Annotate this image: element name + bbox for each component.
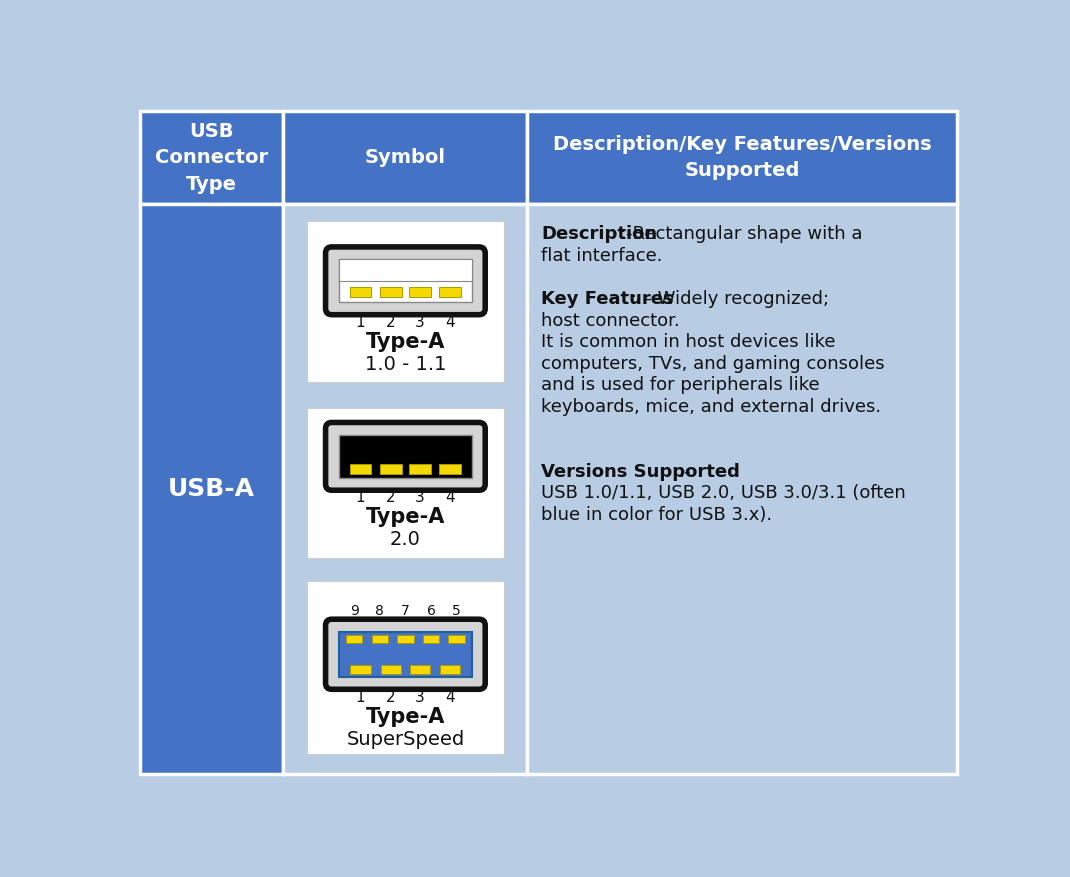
Text: Key Features: Key Features [541,290,674,308]
Bar [339,435,472,478]
Bar [410,665,430,674]
Text: Description/Key Features/Versions
Supported: Description/Key Features/Versions Suppor… [553,135,932,181]
Bar [440,665,460,674]
Bar [381,665,401,674]
Bar [307,221,504,382]
Text: 1.0 - 1.1: 1.0 - 1.1 [365,354,446,374]
Text: flat interface.: flat interface. [541,247,663,265]
Bar [350,665,370,674]
Text: Symbol: Symbol [365,148,446,168]
Text: It is common in host devices like: It is common in host devices like [541,333,836,351]
FancyBboxPatch shape [325,247,485,315]
Bar [284,203,528,774]
Bar [409,287,431,296]
Text: 4: 4 [445,689,455,705]
Text: computers, TVs, and gaming consoles: computers, TVs, and gaming consoles [541,354,885,373]
Text: and is used for peripherals like: and is used for peripherals like [541,376,820,395]
Text: 7: 7 [401,604,410,618]
FancyBboxPatch shape [325,619,485,689]
Text: blue in color for USB 3.x).: blue in color for USB 3.x). [541,506,773,524]
Text: :-Rectangular shape with a: :-Rectangular shape with a [620,225,862,243]
Text: 2: 2 [386,689,396,705]
Text: : – Widely recognized;: : – Widely recognized; [631,290,829,308]
Text: 3: 3 [415,315,425,330]
Text: Description: Description [541,225,658,243]
Bar [528,203,957,774]
Bar [346,635,363,643]
Text: keyboards, mice, and external drives.: keyboards, mice, and external drives. [541,398,882,416]
Text: 1: 1 [355,490,365,505]
Bar [350,464,371,474]
Bar [339,260,472,303]
Text: 2: 2 [386,315,396,330]
Text: host connector.: host connector. [541,311,681,330]
Text: 2: 2 [386,490,396,505]
Text: 1: 1 [355,315,365,330]
Text: Type-A: Type-A [366,707,445,727]
Text: Type-A: Type-A [366,507,445,527]
Bar [140,111,284,203]
Text: 8: 8 [376,604,384,618]
Text: 1: 1 [355,689,365,705]
Bar [423,635,439,643]
Text: 9: 9 [350,604,358,618]
Text: 4: 4 [445,490,455,505]
Text: 5: 5 [453,604,461,618]
Bar [339,260,472,281]
Bar [380,464,401,474]
Bar [528,111,957,203]
Bar [140,203,284,774]
Text: 4: 4 [445,315,455,330]
Bar [397,635,413,643]
Text: 3: 3 [415,490,425,505]
Bar [339,631,472,677]
Bar [284,111,528,203]
Text: USB
Connector
Type: USB Connector Type [155,122,269,194]
Text: Versions Supported: Versions Supported [541,462,740,481]
Text: Type-A: Type-A [366,332,445,352]
Bar [307,581,504,754]
Text: SuperSpeed: SuperSpeed [347,730,464,749]
Text: 2.0: 2.0 [389,531,421,549]
Bar [440,464,461,474]
Text: USB-A: USB-A [168,477,255,501]
Bar [371,635,388,643]
Bar [307,408,504,558]
Bar [409,464,431,474]
Bar [440,287,461,296]
Text: 3: 3 [415,689,425,705]
Text: 6: 6 [427,604,435,618]
Bar [448,635,464,643]
Bar [380,287,401,296]
Text: USB 1.0/1.1, USB 2.0, USB 3.0/3.1 (often: USB 1.0/1.1, USB 2.0, USB 3.0/3.1 (often [541,484,906,502]
Text: :-: :- [679,462,692,481]
FancyBboxPatch shape [325,423,485,490]
Bar [350,287,371,296]
